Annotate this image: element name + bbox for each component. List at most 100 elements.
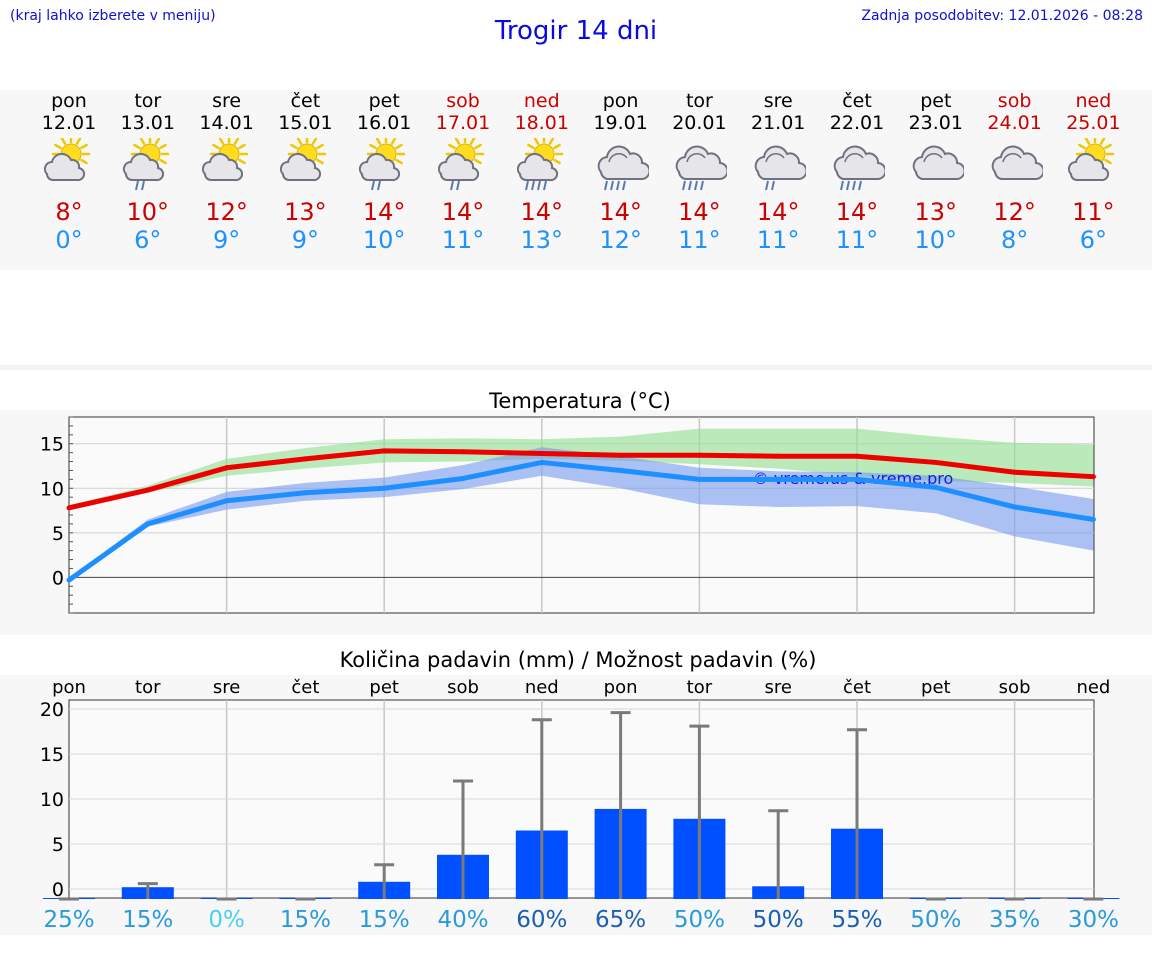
day-date: 23.01 [908, 112, 963, 134]
temp-point-min [224, 498, 230, 504]
day-name: čet [842, 90, 872, 112]
partly-sunny-icon [265, 134, 345, 198]
temp-point-min [539, 459, 545, 465]
temp-point-max [539, 451, 545, 457]
day-name: tor [134, 90, 162, 112]
x-category-label: čet [843, 677, 871, 698]
day-date: 15.01 [278, 112, 333, 134]
temp-min: 11° [756, 226, 800, 254]
day-name: tor [685, 90, 713, 112]
x-category-label: sob [447, 677, 479, 698]
y-tick-label: 20 [40, 699, 64, 721]
temp-min: 13° [520, 226, 564, 254]
y-tick-label: 10 [40, 478, 64, 500]
temp-min: 11° [678, 226, 721, 254]
cloud-heavy-rain-icon [659, 134, 739, 198]
forecast-strip [0, 90, 1152, 270]
precip-chance: 35% [989, 907, 1040, 933]
day-name: ned [1075, 90, 1112, 112]
cloud-rain-icon [738, 134, 818, 198]
temp-min: 0° [55, 226, 83, 254]
temp-max: 14° [441, 198, 485, 226]
last-updated: Zadnja posodobitev: 12.01.2026 - 08:28 [861, 8, 1143, 24]
day-column: pet 23.01 13° 10° [896, 90, 976, 254]
x-category-label: pon [52, 677, 86, 698]
day-name: čet [290, 90, 321, 112]
x-category-label: sre [213, 677, 240, 698]
precip-chance: 55% [831, 907, 882, 933]
cloud-heavy-rain-icon [581, 134, 661, 198]
y-tick-label: 15 [40, 744, 64, 766]
day-name: sre [212, 90, 242, 112]
temp-min: 11° [441, 226, 485, 254]
day-date: 13.01 [120, 112, 175, 134]
day-name: sob [446, 90, 480, 112]
day-column: tor 20.01 14° 11° [659, 90, 739, 254]
temp-point-max [1012, 469, 1018, 475]
location-hint: (kraj lahko izberete v meniju) [10, 8, 216, 24]
x-category-label: ned [525, 677, 559, 698]
temp-point-min [460, 475, 466, 481]
temp-min: 10° [362, 226, 406, 254]
day-date: 14.01 [199, 112, 254, 134]
day-date: 22.01 [829, 112, 885, 134]
day-date: 20.01 [672, 112, 727, 134]
day-name: sob [997, 90, 1032, 112]
temp-line-min [67, 459, 1094, 583]
day-name: pon [51, 90, 87, 112]
temp-max: 12° [993, 198, 1036, 226]
temp-max: 13° [914, 198, 958, 226]
day-column: pon 12.01 8° 0° [29, 90, 109, 254]
precip-chance: 40% [437, 907, 488, 933]
temp-point-min [854, 476, 860, 482]
day-column: pon 19.01 14° 12° [581, 90, 661, 254]
temp-point-max [854, 453, 860, 459]
day-date: 25.01 [1066, 112, 1121, 134]
temp-point-max [618, 452, 624, 458]
x-category-label: tor [135, 677, 161, 698]
precip-chance: 15% [122, 907, 173, 933]
temp-point-min [933, 484, 939, 490]
partly-sunny-icon [187, 134, 267, 198]
temp-line-max [68, 448, 1094, 511]
precip-chance: 30% [1068, 907, 1119, 933]
day-column: sob 24.01 12° 8° [975, 90, 1055, 254]
precip-chance: 15% [280, 907, 331, 933]
temp-max: 8° [55, 198, 83, 226]
temp-point-min [775, 476, 781, 482]
precip-chart-title: Količina padavin (mm) / Možnost padavin … [340, 648, 817, 672]
day-column: pet 16.01 14° 10° [344, 90, 424, 254]
temp-min: 8° [1000, 226, 1029, 254]
y-tick-label: 5 [52, 834, 64, 856]
temp-point-max [1090, 474, 1096, 480]
temp-point-min [696, 476, 702, 482]
temp-max: 14° [599, 198, 642, 226]
y-tick-label: 5 [52, 523, 64, 545]
x-category-label: sob [999, 677, 1031, 698]
temp-min: 6° [1079, 226, 1108, 254]
x-category-label: ned [1076, 677, 1110, 698]
day-date: 21.01 [750, 112, 806, 134]
x-category-label: pet [921, 677, 951, 698]
temp-point-min [381, 485, 387, 491]
day-date: 17.01 [435, 112, 491, 134]
temp-point-min [66, 577, 72, 583]
temp-max: 10° [126, 198, 170, 226]
day-column: čet 15.01 13° 9° [265, 90, 345, 254]
precip-chance: 0% [208, 907, 245, 933]
temp-min: 6° [134, 226, 162, 254]
y-tick-label: 0 [52, 879, 64, 901]
temp-point-max [66, 505, 72, 511]
x-category-label: tor [687, 677, 713, 698]
temp-max: 14° [756, 198, 800, 226]
day-column: sob 17.01 14° 11° [423, 90, 503, 254]
day-name: sre [763, 90, 793, 112]
cloudy-icon [896, 134, 976, 198]
temp-min: 10° [914, 226, 958, 254]
temp-point-min [1090, 516, 1096, 522]
day-name: pet [368, 90, 400, 112]
precip-chance: 50% [753, 907, 804, 933]
temp-max: 14° [362, 198, 406, 226]
temp-max: 11° [1072, 198, 1115, 226]
